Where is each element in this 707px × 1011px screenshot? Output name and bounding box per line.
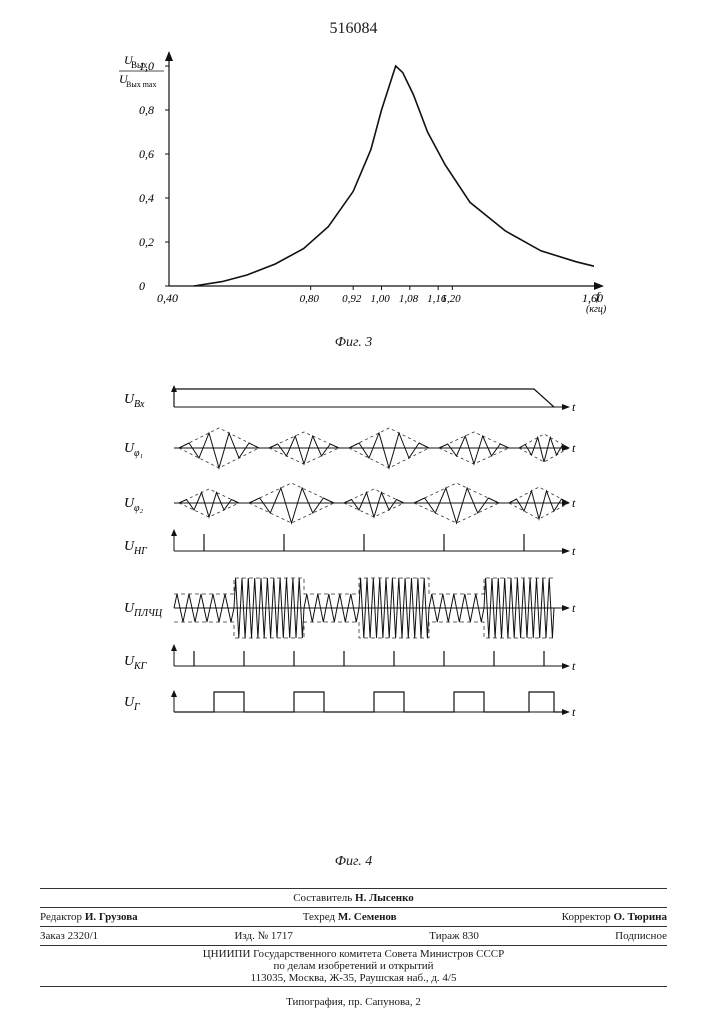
compiler-row: Составитель Н. Лысенко xyxy=(40,888,667,907)
svg-text:1,08: 1,08 xyxy=(398,293,418,305)
svg-text:(кгц): (кгц) xyxy=(586,304,607,315)
izd-cell: Изд. № 1717 xyxy=(234,930,292,942)
svg-text:t: t xyxy=(572,441,576,455)
svg-text:0,92: 0,92 xyxy=(342,293,362,305)
credits-block: Составитель Н. Лысенко Редактор И. Грузо… xyxy=(40,888,667,1011)
svg-text:0,8: 0,8 xyxy=(139,103,154,117)
fig3-chart: UВыхUВых max1,00,80,60,40,200,400,800,92… xyxy=(94,46,614,326)
svg-text:t: t xyxy=(572,659,576,673)
tirage-cell: Тираж 830 xyxy=(429,930,479,942)
svg-text:1,0: 1,0 xyxy=(139,59,154,73)
corrector-cell: Корректор О. Тюрина xyxy=(562,911,667,923)
svg-text:0,2: 0,2 xyxy=(139,235,154,249)
svg-text:t: t xyxy=(572,705,576,719)
svg-text:1,00: 1,00 xyxy=(370,293,390,305)
svg-text:t: t xyxy=(572,544,576,558)
org-block: ЦНИИПИ Государственного комитета Совета … xyxy=(40,946,667,986)
typography-line: Типография, пр. Сапунова, 2 xyxy=(286,996,421,1008)
svg-text:Г: Г xyxy=(133,702,140,713)
org-line-1: ЦНИИПИ Государственного комитета Совета … xyxy=(40,948,667,960)
fig4-caption: Фиг. 4 xyxy=(114,854,594,870)
org-addr: 113035, Москва, Ж-35, Раушская наб., д. … xyxy=(40,972,667,984)
order-cell: Заказ 2320/1 xyxy=(40,930,98,942)
org-line-2: по делам изобретений и открытий xyxy=(40,960,667,972)
editor-cell: Редактор И. Грузова xyxy=(40,911,138,923)
figure-4: UВхtUφ₁tUφ₂tUНГtUПЛЧЦtUКГtUГt Фиг. 4 xyxy=(114,365,594,870)
svg-text:Вых max: Вых max xyxy=(126,80,156,89)
svg-text:1,20: 1,20 xyxy=(441,293,461,305)
svg-text:φ₁: φ₁ xyxy=(134,448,143,459)
techred-cell: Техред М. Семенов xyxy=(303,911,397,923)
svg-text:КГ: КГ xyxy=(133,661,147,672)
svg-text:t: t xyxy=(572,400,576,414)
svg-text:0,40: 0,40 xyxy=(157,291,178,305)
patent-number: 516084 xyxy=(0,20,707,38)
order-row: Заказ 2320/1 Изд. № 1717 Тираж 830 Подпи… xyxy=(40,926,667,946)
page: 516084 UВыхUВых max1,00,80,60,40,200,400… xyxy=(0,0,707,1000)
svg-text:НГ: НГ xyxy=(133,546,147,557)
svg-text:0,4: 0,4 xyxy=(139,191,154,205)
compiler-name: Н. Лысенко xyxy=(355,892,414,904)
fig4-chart: UВхtUφ₁tUφ₂tUНГtUПЛЧЦtUКГtUГt xyxy=(114,365,594,845)
svg-text:0,6: 0,6 xyxy=(139,147,154,161)
svg-text:ПЛЧЦ: ПЛЧЦ xyxy=(133,608,163,619)
svg-text:1,60: 1,60 xyxy=(582,291,603,305)
compiler-label: Составитель xyxy=(293,892,352,904)
figure-3: UВыхUВых max1,00,80,60,40,200,400,800,92… xyxy=(94,46,614,351)
svg-text:t: t xyxy=(572,601,576,615)
svg-text:0: 0 xyxy=(139,279,145,293)
fig3-caption: Фиг. 3 xyxy=(94,335,614,351)
svg-text:Вх: Вх xyxy=(134,399,145,410)
svg-text:t: t xyxy=(572,496,576,510)
editors-row: Редактор И. Грузова Техред М. Семенов Ко… xyxy=(40,907,667,926)
svg-text:0,80: 0,80 xyxy=(299,293,319,305)
subscript-cell: Подписное xyxy=(615,930,667,942)
svg-text:φ₂: φ₂ xyxy=(134,503,144,514)
